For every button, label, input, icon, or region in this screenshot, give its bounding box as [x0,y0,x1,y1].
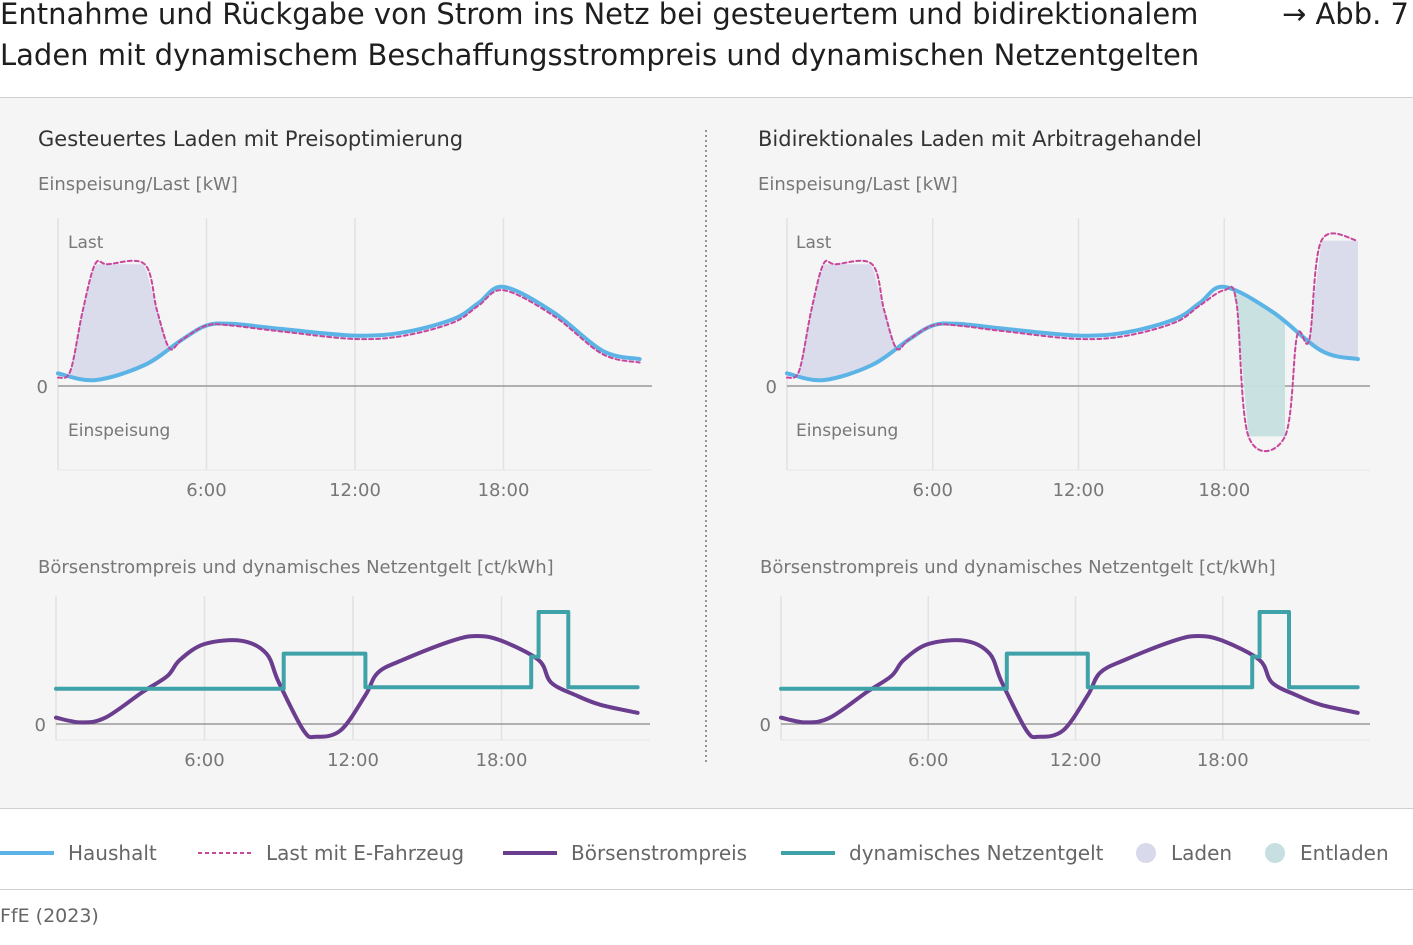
entladen-area [1234,291,1285,437]
load-chart-left: 6:00 12:00 18:00 0 [37,218,652,501]
x-tick-label: 6:00 [908,750,948,771]
legend: Haushalt Last mit E-Fahrzeug Börsenstrom… [0,838,1413,868]
chart-title-line-1: Entnahme und Rückgabe von Strom ins Netz… [0,0,1199,31]
legend-boersenstrompreis-label: Börsenstrompreis [571,841,748,865]
price-axis-label-left: Börsenstrompreis und dynamisches Netzent… [38,557,554,578]
haushalt-line [56,284,642,383]
top-rule [0,97,1413,98]
legend-laden: Laden [1135,838,1232,868]
x-tick-label: 12:00 [1050,750,1102,771]
netzentgelt-swatch-icon [781,851,835,855]
legend-netzentgelt-label: dynamisches Netzentgelt [849,841,1104,865]
entladen-swatch-icon [1265,843,1285,863]
laden-area [1309,240,1358,360]
last-ev-line [57,259,641,380]
x-tick-label: 6:00 [186,480,226,501]
boersenstrompreis-line [54,634,640,740]
legend-last-ev: Last mit E-Fahrzeug [198,838,464,868]
annotation-last-left: Last [68,233,104,253]
x-tick-label: 18:00 [1198,480,1250,501]
x-tick-label: 18:00 [1197,750,1249,771]
legend-entladen-label: Entladen [1300,841,1389,865]
legend-haushalt-label: Haushalt [68,841,157,865]
legend-entladen: Entladen [1264,838,1389,868]
laden-area [70,264,170,380]
figure-reference: → Abb. 7 [1281,0,1409,31]
panel-bottom-edge [0,808,1413,809]
chart-panel: Gesteuertes Laden mit Preisoptimierung E… [0,98,1413,808]
legend-laden-label: Laden [1171,841,1233,865]
chart-title-line-2: Laden mit dynamischem Beschaffungsstromp… [0,38,1200,72]
load-axis-label-right: Einspeisung/Last [kW] [758,174,958,195]
laden-swatch-icon [1136,843,1156,863]
legend-last-ev-label: Last mit E-Fahrzeug [266,841,465,865]
boersenstrompreis-swatch-icon [503,851,557,855]
price-chart-right: 6:00 12:00 18:00 0 [760,596,1370,771]
load-axis-label-left: Einspeisung/Last [kW] [38,174,238,195]
price-chart-left: 6:00 12:00 18:00 0 [35,596,650,771]
panel-heading-right: Bidirektionales Laden mit Arbitragehande… [758,127,1202,151]
annotation-einspeisung-right: Einspeisung [796,421,898,441]
x-tick-label: 6:00 [184,750,224,771]
annotation-einspeisung-left: Einspeisung [68,421,170,441]
legend-haushalt: Haushalt [0,838,157,868]
price-axis-label-right: Börsenstrompreis und dynamisches Netzent… [760,557,1276,578]
x-tick-label: 6:00 [913,480,953,501]
y-zero-label: 0 [760,715,771,736]
y-zero-label: 0 [35,715,46,736]
legend-bottom-rule [0,889,1413,890]
y-zero-label: 0 [766,377,777,398]
x-tick-label: 12:00 [327,750,379,771]
haushalt-swatch-icon [0,851,54,855]
laden-area [799,264,897,380]
x-tick-label: 18:00 [478,480,530,501]
last-ev-line [786,232,1359,453]
source-note: FfE (2023) [0,905,99,927]
y-zero-label: 0 [37,377,48,398]
annotation-last-right: Last [796,233,832,253]
panel-heading-left: Gesteuertes Laden mit Preisoptimierung [38,127,463,151]
boersenstrompreis-line [779,634,1360,740]
last-ev-swatch-icon [198,852,252,854]
haushalt-line [785,284,1360,383]
legend-netzentgelt: dynamisches Netzentgelt [781,838,1104,868]
netzentgelt-line [54,610,640,691]
charts-svg: Gesteuertes Laden mit Preisoptimierung E… [35,127,1370,771]
x-tick-label: 12:00 [329,480,381,501]
netzentgelt-line [779,610,1360,691]
legend-boersenstrompreis: Börsenstrompreis [503,838,747,868]
x-tick-label: 18:00 [476,750,528,771]
x-tick-label: 12:00 [1053,480,1105,501]
load-chart-right: 6:00 12:00 18:00 0 [766,218,1370,501]
